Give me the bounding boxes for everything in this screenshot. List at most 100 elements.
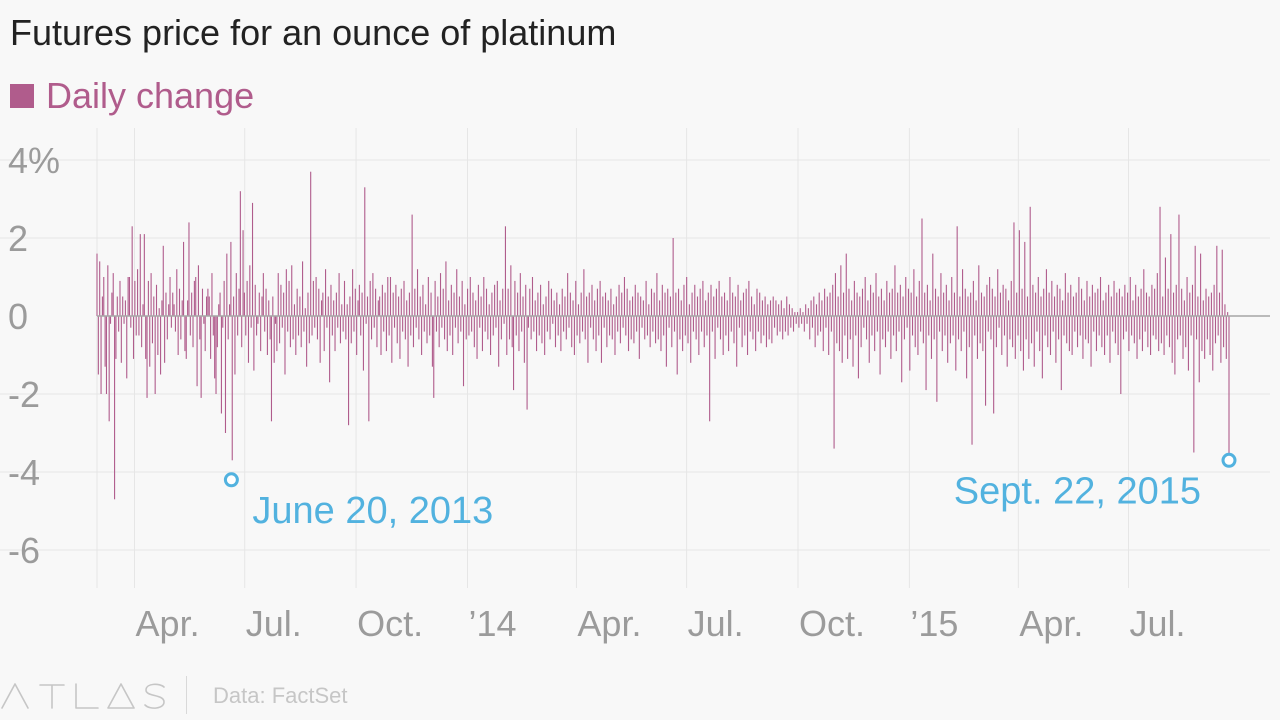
bar (1205, 288, 1207, 316)
bar (947, 316, 949, 363)
bar (224, 316, 227, 433)
y-tick-label: -2 (8, 374, 40, 415)
chart-plot: 4% 2 0 -2 -4 -6 Apr. Jul. Oct. ’14 Apr. Jul. Oct. ’15… (0, 128, 1270, 644)
bar (315, 277, 317, 316)
bar (1086, 280, 1088, 316)
bar (327, 296, 329, 316)
bar (293, 304, 296, 316)
bar (918, 280, 920, 316)
bar (270, 316, 273, 422)
bar (598, 316, 600, 336)
bar (1094, 292, 1096, 316)
bar (1167, 288, 1169, 316)
bar (642, 300, 644, 316)
bar (1131, 316, 1133, 336)
bar (656, 273, 658, 316)
bar (760, 316, 762, 344)
bar (111, 292, 113, 316)
bar (258, 292, 260, 316)
bar (364, 187, 366, 316)
bar (419, 296, 421, 316)
bar (536, 316, 538, 352)
bar (595, 316, 597, 352)
bar (296, 288, 298, 316)
bar (1202, 300, 1204, 316)
bar (169, 277, 171, 316)
bar (672, 238, 674, 316)
bar (629, 300, 631, 316)
bar (621, 292, 623, 316)
bar (383, 316, 385, 332)
bar (799, 308, 801, 316)
source-note: Data: FactSet (213, 683, 348, 708)
bar (381, 284, 383, 316)
bar (114, 316, 116, 500)
bar (963, 316, 965, 332)
bar (821, 300, 823, 316)
bar (978, 265, 980, 316)
x-tick-label: Apr. (1019, 603, 1083, 644)
bar (132, 316, 135, 359)
bar (369, 280, 371, 316)
bar (645, 280, 647, 316)
bar (123, 316, 125, 324)
bar (231, 316, 233, 461)
bar (975, 300, 977, 316)
bar (730, 316, 732, 332)
bar (696, 296, 699, 316)
bar (556, 292, 558, 316)
y-tick-label: 0 (8, 296, 28, 337)
bar (717, 316, 719, 328)
bar (584, 316, 586, 340)
bar (830, 316, 832, 332)
bar (1129, 277, 1131, 316)
bar (588, 292, 590, 316)
bar (1206, 316, 1208, 340)
bar (741, 316, 743, 348)
bar (894, 265, 896, 316)
bar (472, 292, 474, 316)
bar (245, 316, 247, 336)
x-tick-label: Jul. (688, 603, 744, 644)
bar (783, 308, 785, 316)
bar (346, 304, 348, 316)
bar (951, 277, 953, 316)
bar (323, 316, 325, 352)
bar (376, 316, 378, 348)
bar (1136, 316, 1138, 359)
bar (702, 280, 704, 316)
bar (192, 316, 194, 348)
bar (895, 316, 897, 352)
y-tick-label: -6 (8, 530, 40, 571)
bar (1056, 284, 1058, 316)
bar (922, 316, 924, 344)
bar (476, 316, 478, 359)
bar (1032, 284, 1034, 316)
bar (1070, 284, 1072, 316)
bar (354, 288, 356, 316)
bar (617, 316, 619, 332)
bar (837, 296, 839, 316)
bar (561, 288, 563, 316)
bar (1003, 316, 1006, 336)
bar (949, 316, 951, 344)
bar (448, 300, 450, 316)
bar (1008, 300, 1010, 316)
bar (887, 316, 889, 332)
bar (492, 316, 494, 336)
bar (507, 288, 509, 316)
bar (548, 280, 550, 316)
bar (461, 280, 463, 316)
bar (1059, 288, 1061, 316)
bar (300, 316, 302, 348)
bar (1179, 316, 1181, 336)
bar (222, 316, 224, 328)
bar (220, 316, 222, 414)
bar (638, 316, 640, 359)
bar (485, 288, 488, 316)
bar (1174, 316, 1176, 375)
bar (1218, 292, 1221, 316)
bar (759, 292, 761, 316)
bar (237, 316, 239, 336)
bar (261, 296, 263, 316)
